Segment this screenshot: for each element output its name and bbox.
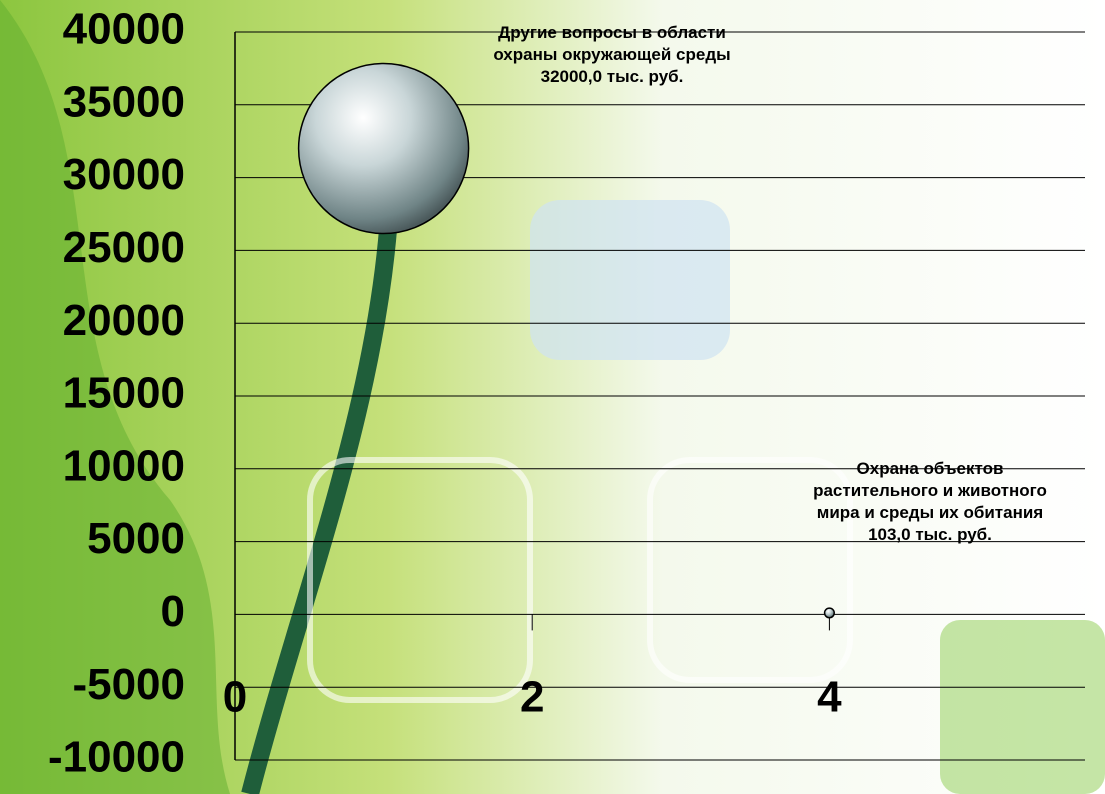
x-tick-label: 4 (817, 673, 842, 722)
decor (940, 620, 1105, 794)
decor (530, 200, 730, 360)
y-tick-label: 5000 (87, 514, 185, 563)
y-tick-label: 0 (161, 587, 185, 636)
y-tick-label: 25000 (63, 223, 185, 272)
x-tick-label: 2 (520, 673, 544, 722)
data-label-value: 103,0 тыс. руб. (805, 524, 1055, 546)
y-tick-label: 20000 (63, 296, 185, 345)
y-tick-label: -10000 (48, 733, 185, 782)
x-tick-label: 0 (223, 673, 247, 722)
y-tick-label: 35000 (63, 77, 185, 126)
data-label-name: Охрана объектов растительного и животног… (805, 458, 1055, 524)
data-label-name: Другие вопросы в области охраны окружающ… (482, 22, 742, 66)
y-tick-label: 30000 (63, 150, 185, 199)
bubble (299, 63, 469, 233)
bubble (825, 608, 835, 618)
y-tick-label: -5000 (72, 660, 185, 709)
y-tick-label: 10000 (63, 441, 185, 490)
chart: -10000 -5000 0 5000 10000 15000 20000 25000 3000… (0, 0, 1105, 794)
data-label-value: 32000,0 тыс. руб. (482, 66, 742, 88)
y-tick-label: 15000 (63, 369, 185, 418)
page: -10000 -5000 0 5000 10000 15000 20000 25000 3000… (0, 0, 1105, 794)
y-tick-label: 40000 (63, 5, 185, 54)
